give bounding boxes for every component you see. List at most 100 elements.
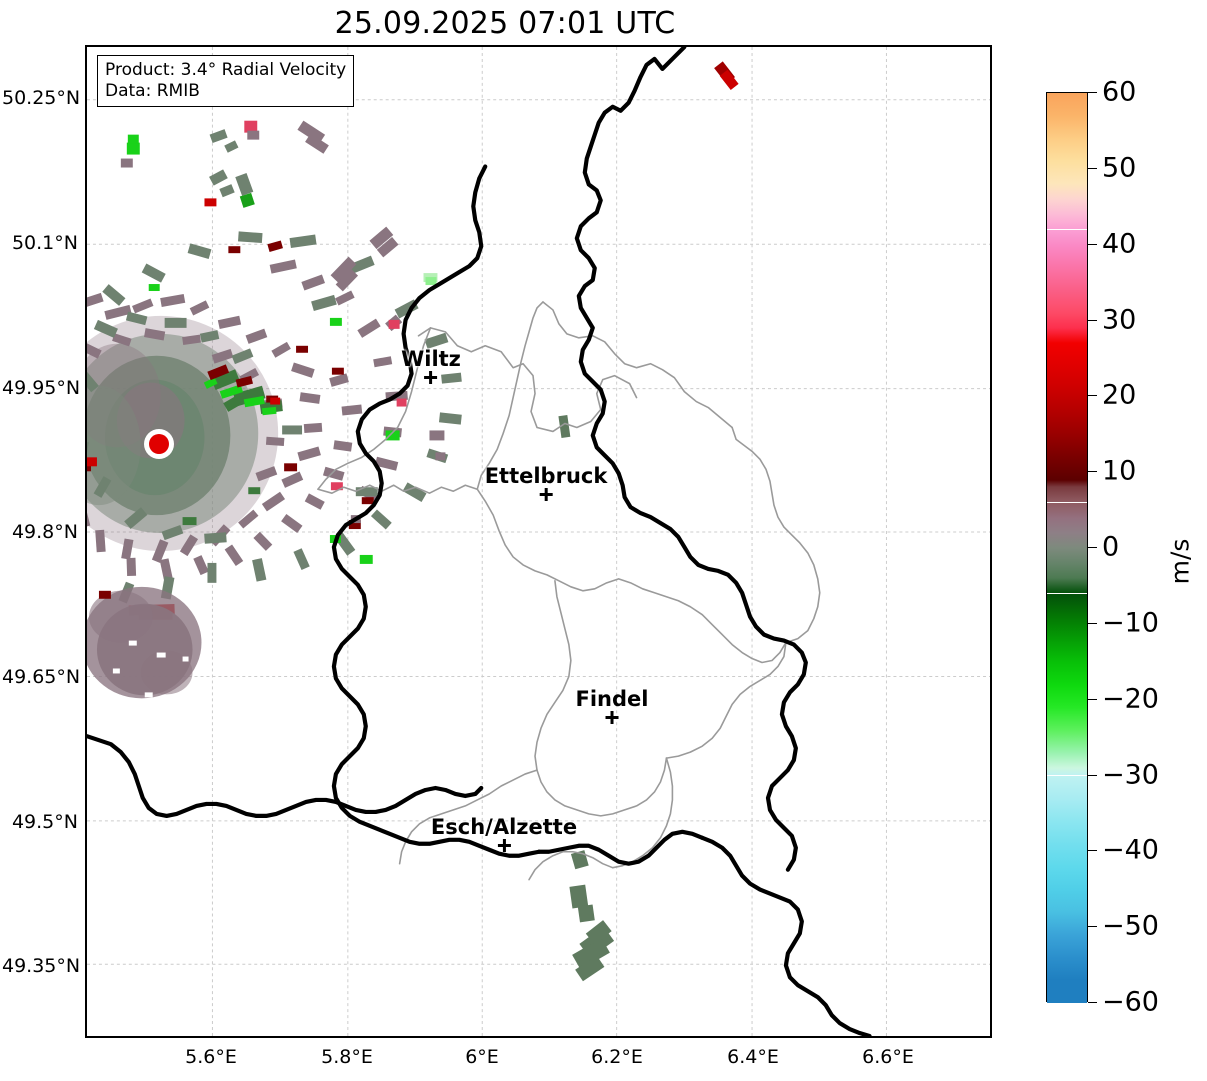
x-tick-6-6: 6.6°E	[862, 1046, 914, 1068]
colorbar-tick	[1088, 167, 1097, 169]
colorbar-tick	[1088, 774, 1097, 776]
colorbar-tick-label: −10	[1102, 607, 1159, 639]
colorbar-band	[1047, 328, 1087, 344]
radar-site-marker	[144, 429, 174, 459]
x-tick-6: 6°E	[465, 1046, 499, 1068]
colorbar-gradient	[1046, 92, 1088, 1003]
admin-borders	[317, 301, 821, 881]
colorbar-band	[1047, 548, 1087, 564]
x-tick-5-6: 5.6°E	[185, 1046, 237, 1068]
colorbar-band	[1047, 312, 1087, 329]
colorbar-band	[1047, 639, 1087, 662]
x-tick-5-8: 5.8°E	[321, 1046, 373, 1068]
colorbar-tick-label: 60	[1102, 76, 1137, 108]
colorbar-band	[1047, 821, 1087, 844]
y-tick-49-65: 49.65°N	[2, 666, 81, 688]
colorbar-band	[1047, 290, 1087, 313]
map-canvas	[87, 47, 990, 1036]
colorbar-band	[1047, 267, 1087, 291]
colorbar-band	[1047, 214, 1087, 230]
x-tick-6-2: 6.2°E	[591, 1046, 643, 1068]
colorbar-band	[1047, 563, 1087, 579]
colorbar-band	[1047, 434, 1087, 457]
colorbar-band	[1047, 184, 1087, 200]
y-tick-49-35: 49.35°N	[2, 955, 81, 977]
radar-echo-layer	[87, 61, 739, 982]
colorbar-band	[1047, 229, 1087, 245]
colorbar-band	[1047, 343, 1087, 366]
colorbar-tick	[1088, 622, 1097, 624]
colorbar-band	[1047, 980, 1087, 1003]
colorbar-band	[1047, 730, 1087, 753]
colorbar-band	[1047, 684, 1087, 708]
colorbar-band	[1047, 532, 1087, 548]
echo-south-cluster	[569, 850, 615, 982]
colorbar-band	[1047, 366, 1087, 389]
colorbar-band	[1047, 934, 1087, 958]
echo-southwest-blob	[87, 586, 202, 699]
colorbar-band	[1047, 487, 1087, 503]
x-tick-6-4: 6.4°E	[727, 1046, 779, 1068]
colorbar-band	[1047, 411, 1087, 435]
colorbar-axis-label: m/s	[1165, 538, 1195, 585]
colorbar-band	[1047, 115, 1087, 139]
colorbar-tick-label: −30	[1102, 759, 1159, 790]
colorbar-tick	[1088, 92, 1097, 93]
colorbar-band	[1047, 843, 1087, 867]
colorbar-tick	[1088, 1002, 1097, 1003]
colorbar-tick	[1088, 243, 1097, 245]
colorbar-tick	[1088, 471, 1097, 473]
colorbar-band	[1047, 957, 1087, 981]
colorbar-band	[1047, 593, 1087, 617]
colorbar-band	[1047, 912, 1087, 935]
colorbar-tick	[1088, 926, 1097, 928]
colorbar-band	[1047, 199, 1087, 215]
colorbar-band	[1047, 388, 1087, 412]
colorbar-band	[1047, 138, 1087, 162]
info-data-line: Data: RMIB	[105, 80, 200, 101]
colorbar-tick	[1088, 547, 1097, 548]
colorbar-band	[1047, 244, 1087, 268]
colorbar-band	[1047, 517, 1087, 533]
colorbar-band	[1047, 767, 1087, 776]
colorbar-band	[1047, 457, 1087, 480]
colorbar-tick-label: 30	[1102, 304, 1137, 335]
y-tick-49-95: 49.95°N	[2, 377, 81, 399]
colorbar-band	[1047, 775, 1087, 799]
country-borders	[87, 47, 872, 1036]
y-tick-49-5: 49.5°N	[11, 811, 78, 833]
colorbar-band	[1047, 161, 1087, 184]
colorbar[interactable]: 60 50 40 30 20 10 0 −10 −20 −30 −40 −50 −60	[1046, 77, 1159, 1018]
colorbar-band	[1047, 578, 1087, 594]
colorbar-band	[1047, 889, 1087, 912]
info-box: Product: 3.4° Radial Velocity Data: RMIB	[97, 55, 355, 108]
map-plot-area[interactable]: Product: 3.4° Radial Velocity Data: RMIB…	[85, 45, 992, 1038]
echo-scattered-north	[120, 61, 739, 530]
colorbar-tick-label: 50	[1102, 152, 1137, 184]
colorbar-band	[1047, 502, 1087, 518]
colorbar-tick-label: 0	[1102, 531, 1120, 563]
colorbar-band	[1047, 707, 1087, 730]
echo-main-cluster	[87, 198, 462, 620]
colorbar-band	[1047, 93, 1087, 116]
colorbar-tick-label: −50	[1102, 910, 1159, 942]
colorbar-tick-label: −60	[1102, 986, 1159, 1018]
colorbar-band	[1047, 866, 1087, 890]
colorbar-tick	[1088, 698, 1097, 700]
y-tick-49-8: 49.8°N	[11, 521, 78, 543]
info-product-line: Product: 3.4° Radial Velocity	[105, 60, 347, 80]
colorbar-tick-label: −20	[1102, 683, 1159, 715]
colorbar-tick-label: 40	[1102, 228, 1137, 260]
colorbar-tick-label: 20	[1102, 379, 1137, 411]
colorbar-band	[1047, 752, 1087, 768]
colorbar-tick	[1088, 319, 1097, 321]
y-tick-50-25: 50.25°N	[2, 87, 81, 109]
colorbar-band	[1047, 661, 1087, 685]
colorbar-tick	[1088, 395, 1097, 397]
colorbar-band	[1047, 798, 1087, 821]
colorbar-band	[1047, 479, 1087, 488]
colorbar-tick-label: 10	[1102, 455, 1137, 487]
y-tick-50-1: 50.1°N	[11, 232, 78, 254]
colorbar-tick-label: −40	[1102, 834, 1159, 866]
colorbar-band	[1047, 616, 1087, 639]
